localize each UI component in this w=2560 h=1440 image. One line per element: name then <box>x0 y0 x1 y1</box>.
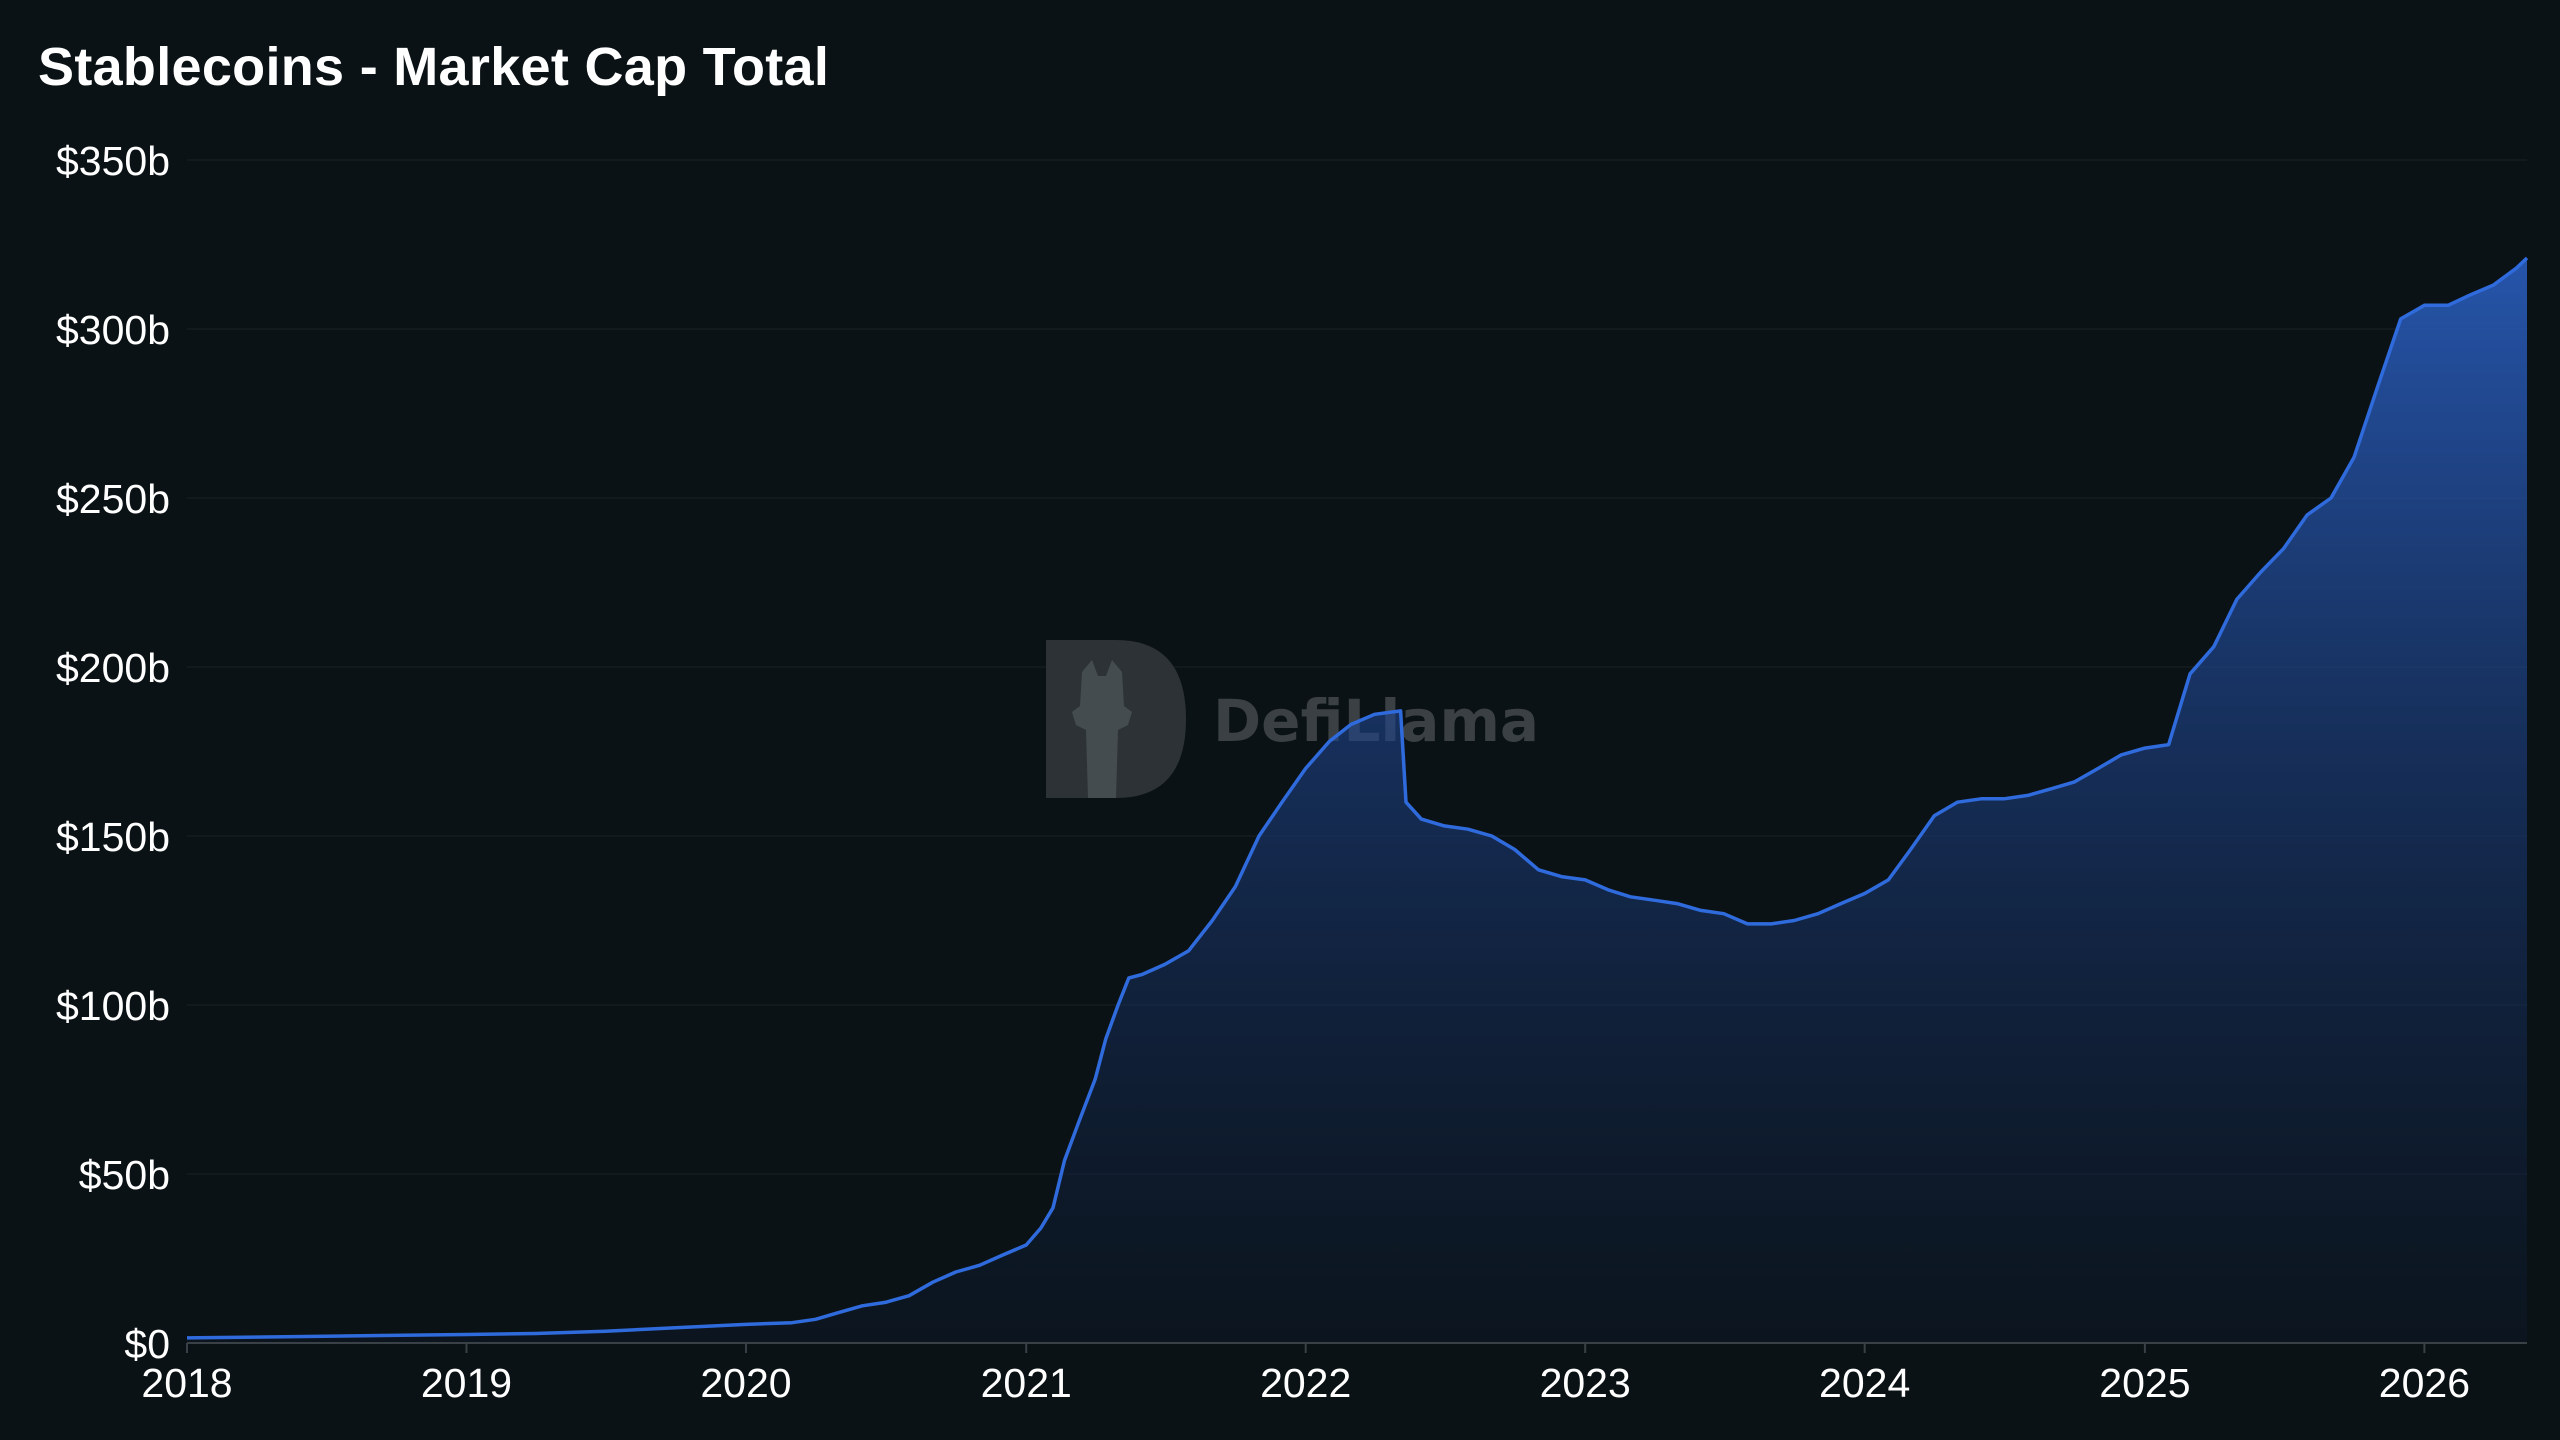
x-tick-label: 2020 <box>700 1360 791 1406</box>
y-axis: $0 $50b $100b $150b $200b $250b $300b $350b <box>56 138 170 1367</box>
y-tick-label: $300b <box>56 307 170 353</box>
x-tick-label: 2018 <box>141 1360 232 1406</box>
y-tick-label: $0 <box>124 1321 170 1367</box>
y-tick-label: $50b <box>79 1152 170 1198</box>
x-tick-label: 2026 <box>2379 1360 2470 1406</box>
x-tick-label: 2019 <box>421 1360 512 1406</box>
y-tick-label: $150b <box>56 814 170 860</box>
y-tick-label: $200b <box>56 645 170 691</box>
x-tick-label: 2021 <box>981 1360 1072 1406</box>
y-tick-label: $350b <box>56 138 170 184</box>
market-cap-area <box>187 258 2527 1343</box>
y-tick-label: $250b <box>56 476 170 522</box>
x-axis: 2018 2019 2020 2021 2022 2023 2024 2025 2026 <box>141 1343 2470 1406</box>
x-tick-label: 2024 <box>1819 1360 1910 1406</box>
y-tick-label: $100b <box>56 983 170 1029</box>
market-cap-line <box>186 256 2529 1340</box>
x-tick-label: 2022 <box>1260 1360 1351 1406</box>
llama-head-icon <box>1072 660 1132 798</box>
defillama-watermark: DefiLlama <box>1046 640 1539 798</box>
x-tick-label: 2025 <box>2099 1360 2190 1406</box>
x-tick-label: 2023 <box>1540 1360 1631 1406</box>
chart-title: Stablecoins - Market Cap Total <box>38 37 830 97</box>
